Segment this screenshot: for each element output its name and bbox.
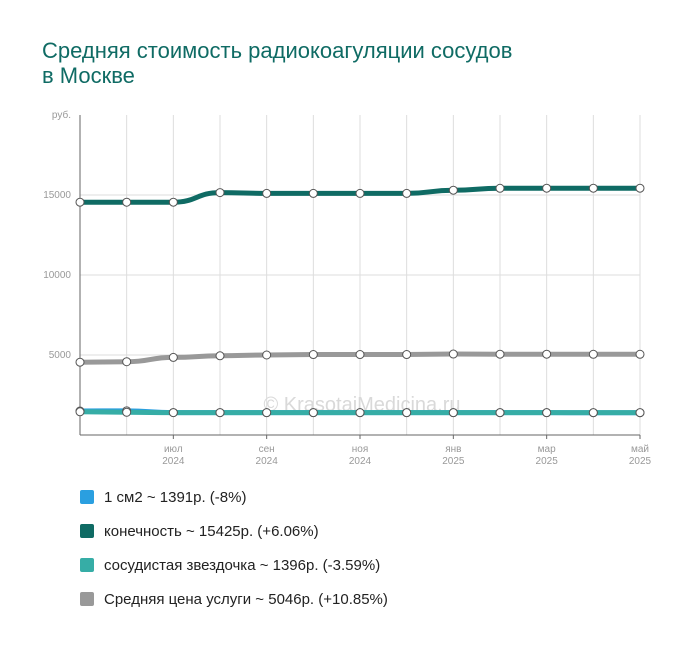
data-point	[75, 407, 85, 417]
data-point	[542, 349, 552, 359]
data-point	[448, 408, 458, 418]
y-tick-label: 15000	[43, 190, 71, 201]
x-tick-label-month: мар	[538, 444, 556, 455]
data-point	[215, 408, 225, 418]
data-point	[402, 188, 412, 198]
x-tick-label-year: 2025	[536, 456, 559, 467]
legend-swatch	[80, 524, 94, 538]
legend-label: сосудистая звездочка ~ 1396р. (-3.59%)	[104, 556, 381, 574]
data-point	[215, 188, 225, 198]
y-tick-label: 10000	[43, 270, 71, 281]
x-tick-label-year: 2024	[162, 456, 185, 467]
y-axis-unit-label: руб.	[52, 109, 71, 121]
data-points	[75, 183, 645, 418]
legend-swatch	[80, 490, 94, 504]
chart-title: Средняя стоимость радиокоагуляции сосудо…	[42, 38, 642, 88]
data-point	[168, 352, 178, 362]
data-point	[495, 349, 505, 359]
data-point	[448, 185, 458, 195]
line-chart: 50001000015000руб.июл2024сен2024ноя2024я…	[43, 109, 651, 467]
data-point	[308, 408, 318, 418]
data-point	[262, 350, 272, 360]
data-point	[635, 408, 645, 418]
legend-label: Средняя цена услуги ~ 5046р. (+10.85%)	[104, 590, 388, 608]
chart-title-line-2: в Москве	[42, 63, 135, 88]
data-point	[262, 408, 272, 418]
data-point	[402, 408, 412, 418]
data-point	[635, 183, 645, 193]
data-point	[168, 197, 178, 207]
axes: 50001000015000руб.июл2024сен2024ноя2024я…	[43, 109, 651, 467]
x-tick-label-month: ноя	[352, 444, 369, 455]
legend: 1 см2 ~ 1391р. (-8%) конечность ~ 15425р.…	[80, 480, 388, 616]
x-tick-label-month: май	[631, 444, 649, 455]
x-tick-label-year: 2025	[629, 456, 652, 467]
data-point	[122, 197, 132, 207]
grid	[79, 115, 641, 435]
data-point	[308, 188, 318, 198]
data-point	[588, 183, 598, 193]
data-point	[308, 350, 318, 360]
data-point	[542, 408, 552, 418]
legend-label: конечность ~ 15425р. (+6.06%)	[104, 522, 319, 540]
x-tick-label-year: 2025	[442, 456, 465, 467]
x-tick-label-year: 2024	[349, 456, 372, 467]
data-point	[495, 408, 505, 418]
data-point	[168, 408, 178, 418]
legend-item[interactable]: 1 см2 ~ 1391р. (-8%)	[80, 480, 388, 514]
data-point	[588, 349, 598, 359]
data-point	[75, 357, 85, 367]
data-point	[355, 188, 365, 198]
legend-item[interactable]: сосудистая звездочка ~ 1396р. (-3.59%)	[80, 548, 388, 582]
data-point	[448, 349, 458, 359]
data-point	[542, 183, 552, 193]
x-tick-label-month: янв	[445, 444, 461, 455]
data-point	[122, 357, 132, 367]
legend-item[interactable]: Средняя цена услуги ~ 5046р. (+10.85%)	[80, 582, 388, 616]
data-point	[402, 350, 412, 360]
data-point	[635, 349, 645, 359]
data-point	[355, 408, 365, 418]
data-point	[355, 350, 365, 360]
data-point	[75, 197, 85, 207]
data-point	[262, 188, 272, 198]
data-point	[495, 183, 505, 193]
x-tick-label-month: сен	[259, 444, 275, 455]
x-tick-label-year: 2024	[256, 456, 279, 467]
chart-title-line-1: Средняя стоимость радиокоагуляции сосудо…	[42, 38, 513, 63]
legend-item[interactable]: конечность ~ 15425р. (+6.06%)	[80, 514, 388, 548]
data-point	[588, 408, 598, 418]
x-tick-label-month: июл	[164, 444, 183, 455]
data-point	[122, 407, 132, 417]
legend-label: 1 см2 ~ 1391р. (-8%)	[104, 488, 247, 506]
legend-swatch	[80, 592, 94, 606]
y-tick-label: 5000	[49, 350, 72, 361]
data-point	[215, 351, 225, 361]
legend-swatch	[80, 558, 94, 572]
